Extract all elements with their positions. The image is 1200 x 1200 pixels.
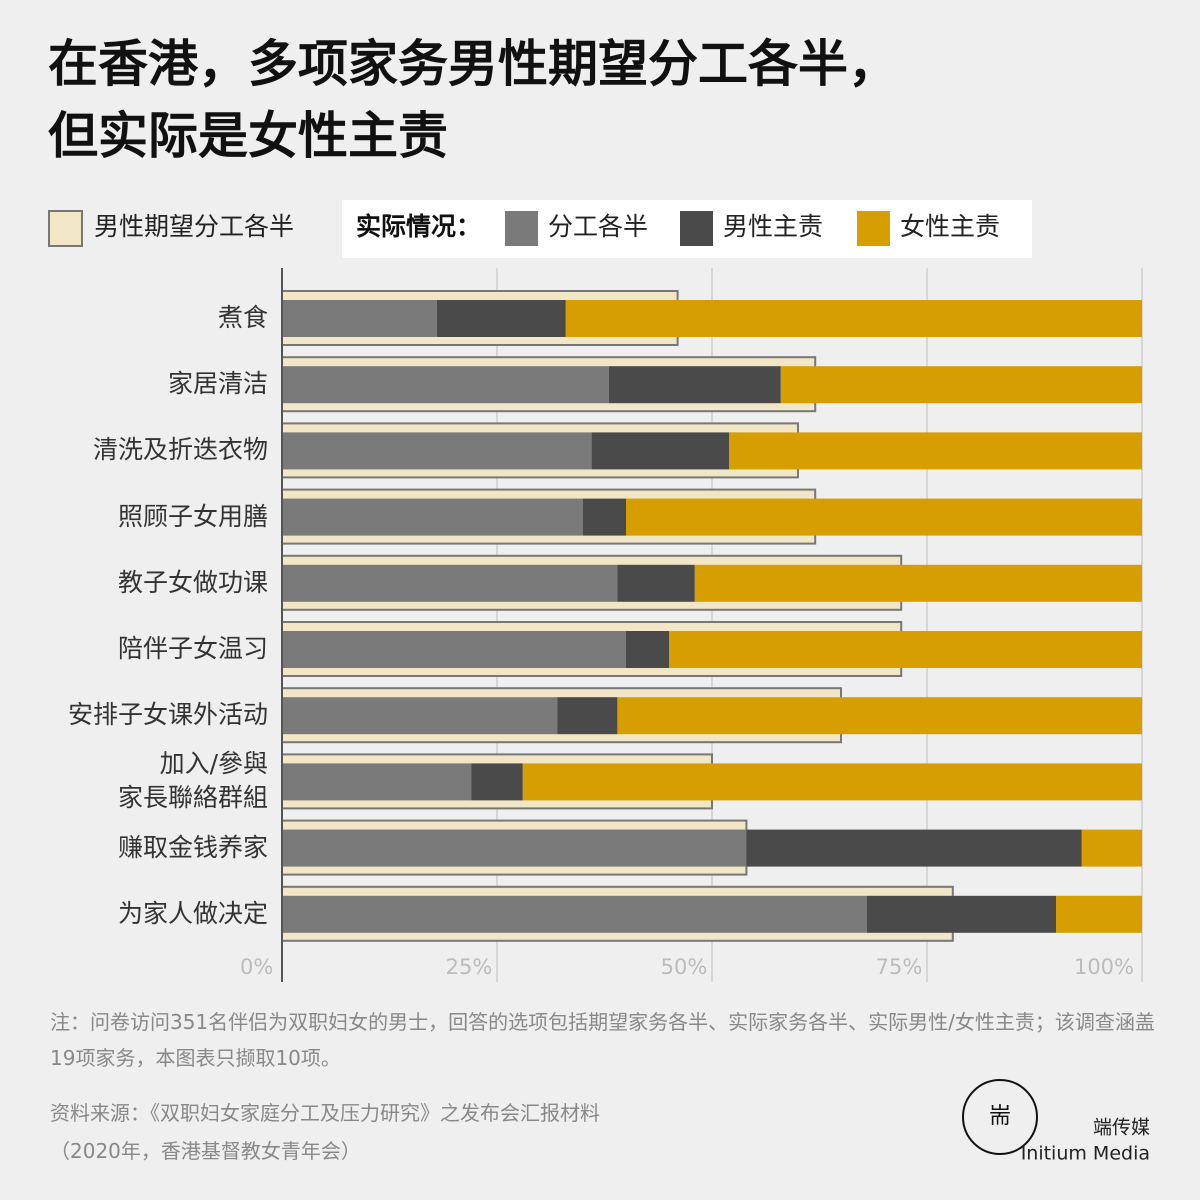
- x-tick-label: 100%: [1074, 955, 1134, 979]
- bar-segment: [729, 432, 1142, 470]
- category-label: 照顾子女用膳: [117, 501, 268, 531]
- x-tick-label: 50%: [661, 955, 708, 979]
- category-label: 安排子女课外活动: [67, 700, 268, 730]
- bar-segment: [282, 564, 618, 602]
- bar-segment: [471, 763, 523, 801]
- bar-segment: [626, 498, 1142, 536]
- bar-segment: [866, 895, 1056, 933]
- logo: [962, 1079, 1038, 1155]
- legend-label: 男性期望分工各半: [94, 212, 294, 241]
- bar-segment: [282, 498, 583, 536]
- bar-segment: [617, 564, 695, 602]
- category-label: 家居清洁: [167, 369, 268, 399]
- chart-title: 在香港，多项家务男性期望分工各半， 但实际是女性主责: [48, 35, 898, 165]
- bar-segment: [282, 895, 867, 933]
- legend-label: 女性主责: [900, 212, 1000, 241]
- bar-segment: [626, 631, 669, 668]
- bar-segment: [282, 366, 609, 404]
- category-label: 清洗及折迭衣物: [92, 435, 268, 465]
- bar-segment: [282, 631, 626, 668]
- source: 资料来源：《双职妇女家庭分工及压力研究》之发布会汇报材料 （2020年，香港基督…: [50, 1101, 600, 1163]
- category-label: 赚取金钱养家: [117, 832, 268, 862]
- bar-segment: [282, 300, 437, 337]
- bar-segment: [436, 300, 566, 337]
- legend-label: 分工各半: [548, 212, 648, 241]
- bar-segment: [282, 829, 747, 867]
- legend-group-label: 实际情况：: [356, 212, 481, 241]
- bar-segment: [617, 697, 1142, 735]
- legend-swatch: [680, 211, 713, 246]
- legend-swatch: [857, 211, 890, 246]
- category-label: 为家人做决定: [117, 898, 268, 928]
- bar-segment: [1056, 895, 1142, 933]
- brand: 端传媒: [1093, 1117, 1150, 1139]
- category-label: 煮食: [217, 303, 268, 332]
- legend-swatch: [48, 210, 83, 247]
- bar-segment: [565, 300, 1142, 337]
- logo-glyph: 耑: [989, 1104, 1011, 1129]
- bar-segment: [669, 631, 1142, 668]
- bar-segment: [1081, 829, 1142, 867]
- category-label: 教子女做功课: [117, 567, 268, 597]
- bar-segment: [522, 763, 1142, 801]
- bar-segment: [282, 763, 472, 801]
- legend-swatch: [505, 211, 538, 246]
- x-tick-label: 25%: [446, 955, 493, 979]
- bar-segment: [282, 432, 592, 470]
- x-tick-label: 75%: [876, 955, 923, 979]
- bar-segment: [746, 829, 1082, 867]
- brand-en: Initium Media: [1021, 1143, 1150, 1165]
- x-tick-label: 0%: [240, 955, 273, 979]
- bar-segment: [608, 366, 781, 404]
- bar-segment: [557, 697, 618, 735]
- bar-segment: [591, 432, 730, 470]
- category-label: 陪伴子女温习: [117, 634, 268, 663]
- bar-segment: [583, 498, 626, 536]
- legend-label: 男性主责: [723, 212, 823, 241]
- category-label: 加入/參與 家長聯絡群組: [117, 749, 268, 813]
- note: 注：问卷访问351名伴侣为双职妇女的男士，回答的选项包括期望家务各半、实际家务各…: [50, 1010, 1155, 1070]
- bar-segment: [694, 564, 1142, 602]
- bar-segment: [780, 366, 1142, 404]
- bar-segment: [282, 697, 558, 735]
